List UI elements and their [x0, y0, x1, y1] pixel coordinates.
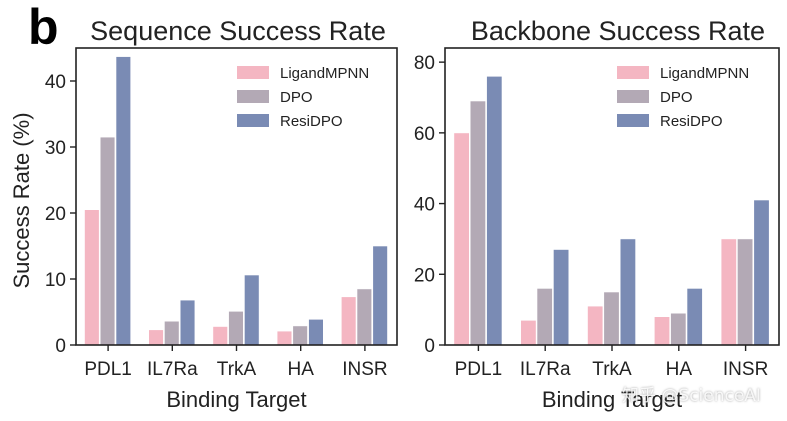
x-tick-label: HA [666, 359, 693, 380]
legend-swatch-dpo [617, 90, 649, 103]
bar-dpo-insr [356, 288, 372, 346]
legend-label-residpo: ResiDPO [660, 113, 723, 130]
bar-ligandmpnn-pdl1 [84, 209, 100, 346]
legend-label-ligandmpnn: LigandMPNN [660, 65, 749, 82]
bar-ligandmpnn-trka [212, 326, 228, 346]
bar-dpo-insr [737, 238, 754, 346]
watermark: 知乎 @ScienceAI [622, 386, 761, 406]
y-tick-label: 10 [45, 270, 66, 291]
bar-residpo-ha [308, 318, 324, 346]
x-axis-label: Binding Target [166, 387, 306, 412]
bar-ligandmpnn-ha [276, 330, 293, 346]
y-tick-label: 40 [414, 195, 435, 216]
y-axis-label: Success Rate (%) [9, 112, 34, 288]
bar-dpo-pdl1 [469, 100, 486, 346]
panel-label: b [28, 0, 59, 55]
x-tick-label: PDL1 [455, 359, 503, 380]
y-tick-label: 60 [414, 124, 435, 145]
backbone-success-chart: Backbone Success Rate 0 20 40 60 80 PDL1 IL7Ra T… [414, 16, 780, 412]
bar-dpo-il7ra [536, 288, 553, 346]
bar-residpo-pdl1 [486, 76, 503, 346]
x-tick-label: INSR [342, 359, 387, 380]
bar-ligandmpnn-ha [653, 316, 670, 346]
legend-label-dpo: DPO [660, 89, 693, 106]
bar-residpo-insr [372, 245, 388, 346]
bar-residpo-il7ra [179, 299, 196, 346]
bar-dpo-trka [603, 291, 620, 346]
sequence-success-chart: Sequence Success Rate 0 10 20 30 40 PDL1 IL7Ra T… [9, 16, 398, 412]
bar-ligandmpnn-il7ra [520, 319, 537, 346]
bar-residpo-insr [753, 199, 770, 346]
bar-dpo-ha [292, 325, 308, 346]
x-tick-label: IL7Ra [520, 359, 571, 380]
bar-residpo-trka [244, 274, 260, 346]
chart-title: Sequence Success Rate [90, 16, 386, 46]
x-tick-label: PDL1 [84, 359, 132, 380]
y-tick-label: 80 [414, 53, 435, 74]
chart-title: Backbone Success Rate [471, 16, 765, 46]
x-tick-label: IL7Ra [147, 359, 198, 380]
bar-ligandmpnn-insr [340, 296, 357, 346]
x-tick-label: TrkA [592, 359, 632, 380]
bar-ligandmpnn-pdl1 [453, 132, 470, 346]
bar-dpo-ha [670, 312, 687, 346]
legend-swatch-residpo [237, 114, 269, 127]
y-tick-label: 30 [45, 138, 66, 159]
x-tick-label: HA [287, 359, 314, 380]
bar-residpo-il7ra [553, 249, 570, 346]
bar-dpo-pdl1 [99, 136, 116, 346]
legend-swatch-ligandmpnn [237, 66, 269, 79]
bar-residpo-ha [686, 288, 703, 346]
legend-label-ligandmpnn: LigandMPNN [280, 65, 369, 82]
bar-ligandmpnn-trka [587, 305, 604, 346]
bar-dpo-il7ra [164, 320, 180, 346]
bar-dpo-trka [228, 310, 244, 346]
bar-ligandmpnn-insr [720, 238, 737, 346]
legend-label-dpo: DPO [280, 89, 313, 106]
bar-ligandmpnn-il7ra [148, 329, 164, 346]
x-tick-label: TrkA [217, 359, 257, 380]
legend-label-residpo: ResiDPO [280, 113, 343, 130]
legend-swatch-dpo [237, 90, 269, 103]
x-tick-label: INSR [723, 359, 768, 380]
y-tick-label: 20 [45, 204, 66, 225]
legend-swatch-ligandmpnn [617, 66, 649, 79]
y-tick-label: 20 [414, 265, 435, 286]
bar-residpo-trka [619, 238, 636, 346]
legend-swatch-residpo [617, 114, 649, 127]
y-tick-label: 0 [424, 336, 435, 357]
y-tick-label: 0 [55, 336, 66, 357]
bar-residpo-pdl1 [115, 56, 131, 346]
y-tick-label: 40 [45, 72, 66, 93]
x-axis-label: Binding Target [542, 387, 682, 412]
